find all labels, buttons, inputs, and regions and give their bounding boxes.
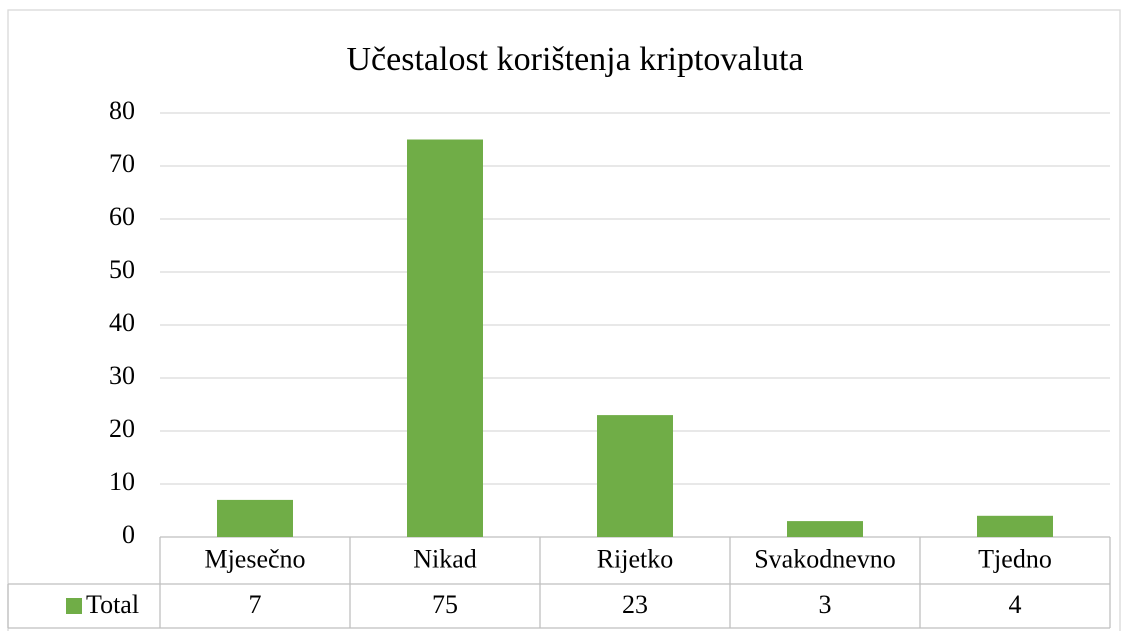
chart-title: Učestalost korištenja kriptovaluta	[347, 41, 804, 78]
table-value: 23	[622, 590, 648, 619]
table-value: 4	[1009, 590, 1022, 619]
y-tick-label: 60	[109, 202, 135, 231]
y-tick-label: 30	[109, 361, 135, 390]
chart-border	[7, 9, 1121, 631]
bar	[407, 139, 483, 537]
x-tick-label: Mjesečno	[204, 544, 305, 573]
x-tick-label: Svakodnevno	[754, 544, 896, 573]
y-tick-label: 80	[109, 96, 135, 125]
x-tick-label: Rijetko	[597, 544, 674, 573]
y-tick-label: 0	[122, 520, 135, 549]
y-tick-label: 50	[109, 255, 135, 284]
y-tick-label: 20	[109, 414, 135, 443]
table-value: 7	[249, 590, 262, 619]
y-tick-label: 70	[109, 149, 135, 178]
bar	[597, 415, 673, 537]
x-tick-label: Nikad	[413, 544, 477, 573]
y-tick-label: 10	[109, 467, 135, 496]
bar	[217, 499, 293, 537]
table-value: 3	[819, 590, 832, 619]
y-tick-label: 40	[109, 308, 135, 337]
table-value: 75	[432, 590, 458, 619]
x-tick-label: Tjedno	[978, 544, 1052, 573]
legend-swatch	[66, 598, 82, 614]
legend-label: Total	[86, 590, 139, 619]
bar	[977, 515, 1053, 537]
bar	[787, 521, 863, 537]
